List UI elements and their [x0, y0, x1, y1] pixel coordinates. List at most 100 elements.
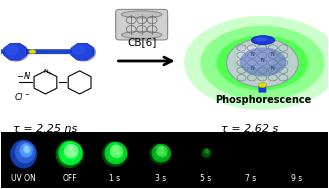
Ellipse shape	[254, 37, 267, 42]
Ellipse shape	[206, 149, 208, 150]
Ellipse shape	[63, 142, 74, 149]
Ellipse shape	[251, 36, 275, 45]
Polygon shape	[34, 71, 57, 94]
Ellipse shape	[23, 153, 30, 159]
Ellipse shape	[113, 155, 121, 162]
Ellipse shape	[202, 149, 207, 152]
Text: +: +	[48, 71, 52, 76]
Ellipse shape	[204, 149, 208, 152]
Ellipse shape	[206, 154, 210, 157]
Ellipse shape	[207, 151, 209, 153]
Ellipse shape	[67, 144, 73, 149]
Ellipse shape	[25, 154, 33, 161]
Ellipse shape	[154, 150, 162, 156]
Ellipse shape	[27, 149, 29, 151]
Ellipse shape	[67, 149, 72, 152]
Ellipse shape	[24, 144, 29, 153]
Ellipse shape	[202, 152, 206, 155]
Ellipse shape	[217, 36, 308, 90]
Ellipse shape	[158, 155, 165, 161]
Ellipse shape	[151, 144, 171, 163]
FancyBboxPatch shape	[259, 85, 266, 93]
Ellipse shape	[26, 150, 29, 152]
Ellipse shape	[25, 151, 29, 155]
Ellipse shape	[102, 141, 128, 167]
Text: N: N	[251, 66, 254, 71]
Ellipse shape	[109, 143, 119, 149]
Ellipse shape	[106, 153, 113, 163]
Ellipse shape	[110, 145, 123, 158]
Polygon shape	[71, 43, 94, 60]
Ellipse shape	[236, 46, 276, 68]
Ellipse shape	[70, 152, 75, 156]
Ellipse shape	[72, 151, 76, 155]
Ellipse shape	[155, 153, 160, 160]
Ellipse shape	[58, 141, 83, 165]
Ellipse shape	[70, 146, 74, 152]
Ellipse shape	[149, 143, 171, 165]
Ellipse shape	[71, 43, 96, 62]
Ellipse shape	[203, 153, 206, 156]
Ellipse shape	[159, 146, 164, 155]
Polygon shape	[4, 43, 27, 60]
Ellipse shape	[4, 43, 29, 62]
Ellipse shape	[56, 140, 84, 168]
Text: $-N$: $-N$	[16, 70, 31, 81]
Ellipse shape	[161, 152, 164, 155]
Ellipse shape	[0, 50, 5, 54]
Ellipse shape	[112, 151, 115, 156]
Polygon shape	[72, 45, 86, 55]
Ellipse shape	[205, 151, 207, 153]
Ellipse shape	[159, 154, 166, 159]
Ellipse shape	[107, 149, 116, 156]
Ellipse shape	[15, 149, 25, 156]
Ellipse shape	[22, 143, 29, 155]
Bar	[1, 132, 328, 188]
Text: N: N	[251, 52, 254, 57]
Ellipse shape	[24, 149, 26, 152]
Ellipse shape	[240, 47, 286, 76]
Text: N: N	[261, 58, 264, 64]
Ellipse shape	[154, 144, 164, 151]
Ellipse shape	[114, 154, 121, 160]
Polygon shape	[68, 71, 91, 94]
Ellipse shape	[26, 152, 33, 158]
Text: UV ON: UV ON	[11, 174, 36, 183]
Ellipse shape	[153, 153, 159, 161]
Ellipse shape	[18, 152, 24, 160]
Ellipse shape	[202, 148, 212, 158]
Ellipse shape	[155, 149, 163, 154]
Ellipse shape	[200, 26, 324, 100]
Text: N: N	[270, 66, 274, 71]
Ellipse shape	[21, 155, 30, 163]
Ellipse shape	[108, 153, 114, 161]
Ellipse shape	[25, 148, 27, 150]
Ellipse shape	[63, 149, 72, 155]
Ellipse shape	[107, 142, 119, 150]
Text: N: N	[43, 69, 48, 74]
Ellipse shape	[22, 148, 27, 151]
Ellipse shape	[233, 45, 292, 81]
Ellipse shape	[206, 153, 209, 156]
Ellipse shape	[204, 151, 207, 154]
Text: 1 s: 1 s	[109, 174, 120, 183]
Ellipse shape	[115, 152, 120, 155]
Ellipse shape	[10, 140, 37, 168]
Text: N: N	[270, 52, 274, 57]
Ellipse shape	[68, 144, 75, 155]
Ellipse shape	[113, 145, 120, 155]
Polygon shape	[5, 45, 18, 55]
Ellipse shape	[204, 148, 210, 154]
Ellipse shape	[202, 154, 205, 158]
Ellipse shape	[71, 154, 79, 161]
Ellipse shape	[159, 146, 164, 149]
Ellipse shape	[206, 149, 209, 153]
Ellipse shape	[200, 149, 211, 160]
Ellipse shape	[116, 154, 124, 160]
Ellipse shape	[61, 149, 71, 156]
Ellipse shape	[158, 151, 161, 155]
Ellipse shape	[22, 150, 25, 155]
Ellipse shape	[66, 151, 70, 156]
Ellipse shape	[158, 149, 163, 152]
Ellipse shape	[113, 149, 117, 152]
